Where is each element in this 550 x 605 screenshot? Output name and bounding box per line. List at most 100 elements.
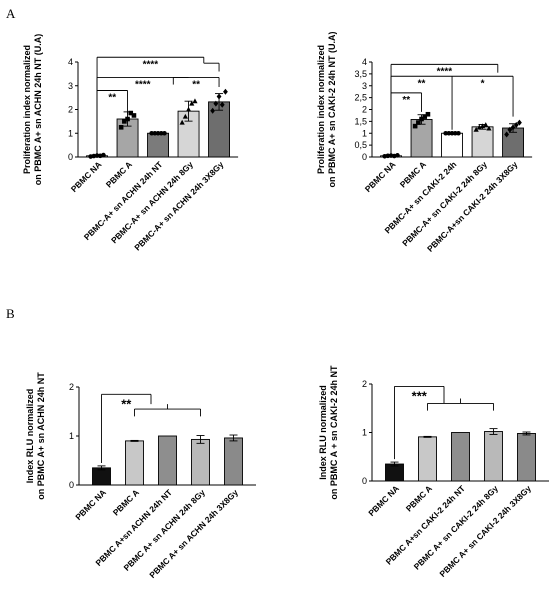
- data-point: [101, 152, 106, 158]
- data-point: [395, 153, 400, 158]
- bar: [451, 432, 470, 482]
- y-tick-label: 0: [362, 476, 367, 486]
- data-point: [504, 131, 510, 138]
- y-axis-title-line: Index RLU normalized: [25, 389, 35, 484]
- y-tick-label: 4: [362, 57, 367, 67]
- y-tick-label: 1,5: [354, 116, 367, 126]
- y-tick-label: 3,5: [354, 69, 367, 79]
- y-tick-label: 2: [69, 382, 74, 392]
- significance-label: ****: [437, 66, 453, 77]
- data-point: [513, 121, 519, 128]
- data-point: [125, 116, 130, 122]
- data-point: [158, 130, 164, 136]
- y-tick-label: 0: [69, 480, 74, 490]
- data-point: [152, 130, 158, 136]
- y-axis-title-line: on PBMC A+ sn CAKI-2 24h NT (U.A): [327, 32, 337, 188]
- data-point: [155, 130, 161, 136]
- data-point: [456, 130, 461, 136]
- data-point: [422, 114, 428, 119]
- bar: [441, 132, 463, 158]
- y-tick-label: 2: [362, 379, 367, 389]
- data-point: [507, 126, 513, 133]
- significance-label: **: [192, 79, 200, 90]
- x-tick-label: PBMC NA: [69, 159, 104, 194]
- y-tick-label: 4: [68, 57, 73, 67]
- significance-label: ****: [143, 59, 159, 70]
- y-axis-title-line: on PBMC A + sn CAKI-2 24h NT: [329, 365, 339, 500]
- data-point: [131, 113, 137, 118]
- bar: [517, 433, 536, 482]
- data-point: [419, 116, 424, 122]
- chart-b1-achn-rlu: 0 1 2 Index RLU normalized on PBMC A+ sn ACH…: [25, 372, 256, 580]
- bar: [158, 435, 177, 486]
- x-tick-label: PBMC A: [404, 483, 434, 513]
- x-tick-label: PBMC A: [398, 159, 428, 189]
- chart-a1-achn-proliferation: 0 1 2 3 4 Proliferation index normalized on PB…: [22, 34, 239, 253]
- y-tick-label: 1: [362, 128, 367, 138]
- panel-letter-b: B: [6, 306, 15, 321]
- data-point: [510, 124, 516, 131]
- data-point: [182, 113, 188, 119]
- y-tick-label: 1: [68, 128, 73, 138]
- x-tick-label: PBMC NA: [366, 483, 401, 518]
- significance-label: **: [108, 93, 116, 104]
- significance-label: ****: [135, 79, 151, 90]
- bar: [385, 463, 404, 482]
- y-tick-label: 3: [68, 81, 73, 91]
- x-tick-label: PBMC NA: [73, 487, 108, 522]
- y-tick-label: 1: [362, 428, 367, 438]
- data-point: [517, 119, 522, 126]
- y-tick-label: 2,5: [354, 93, 367, 103]
- data-point: [118, 125, 124, 130]
- y-tick-label: 2: [362, 105, 367, 115]
- data-point: [412, 123, 418, 129]
- bar: [418, 436, 437, 482]
- data-point: [162, 130, 167, 136]
- data-point: [216, 93, 222, 100]
- data-point: [425, 111, 431, 117]
- significance-label: **: [418, 78, 426, 89]
- data-point: [473, 126, 479, 132]
- panel-letter-a: A: [6, 6, 16, 21]
- x-tick-label: PBMC A: [104, 159, 134, 189]
- bar: [125, 440, 144, 486]
- y-axis-title-line: on PBMC A+ sn ACHN 24h NT: [36, 372, 46, 500]
- significance-label: ***: [412, 388, 428, 403]
- y-axis-title-line: Proliferation index normalized: [316, 45, 326, 174]
- y-tick-label: 0: [68, 152, 73, 162]
- y-tick-label: 0: [362, 152, 367, 162]
- y-axis-title-line: on PBMC A+ sn ACHN 24h NT (U.A): [33, 34, 43, 186]
- data-point: [219, 101, 225, 108]
- bar: [484, 431, 503, 482]
- significance-label: **: [121, 396, 132, 411]
- data-point: [483, 122, 489, 127]
- data-point: [192, 98, 198, 104]
- significance-label: *: [481, 78, 485, 89]
- significance-label: **: [402, 95, 410, 106]
- y-tick-label: 1: [69, 431, 74, 441]
- data-point: [179, 119, 185, 125]
- data-point: [122, 119, 127, 124]
- data-point: [486, 125, 492, 131]
- chart-b2-caki2-rlu: 0 1 2 Index RLU normalized on PBMC A + sn CA…: [318, 365, 549, 579]
- bar: [92, 467, 111, 486]
- data-point: [210, 107, 216, 114]
- bar: [224, 437, 243, 486]
- data-point: [443, 130, 448, 136]
- y-tick-label: 0,5: [354, 140, 367, 150]
- data-point: [416, 120, 421, 125]
- y-tick-label: 3: [362, 81, 367, 91]
- data-point: [128, 110, 134, 116]
- data-point: [446, 130, 452, 136]
- bar: [191, 438, 210, 486]
- chart-a2-caki2-proliferation: 0 0,5 1 1,52 2,5 3 3,5 4 Proliferation index nor…: [316, 32, 533, 254]
- x-tick-label: PBMC NA: [363, 159, 398, 194]
- y-tick-label: 2: [68, 105, 73, 115]
- y-axis-title-line: Index RLU normalized: [318, 385, 328, 480]
- data-point: [223, 88, 228, 95]
- y-axis-title-line: Proliferation index normalized: [22, 45, 32, 174]
- data-point: [189, 100, 195, 106]
- data-point: [449, 130, 455, 136]
- data-point: [213, 100, 219, 107]
